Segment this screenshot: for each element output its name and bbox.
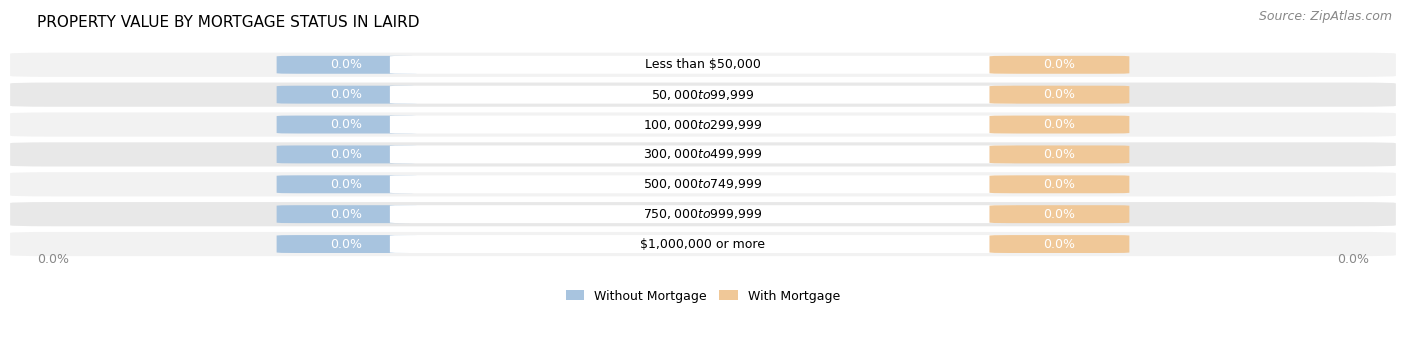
- Text: $1,000,000 or more: $1,000,000 or more: [641, 238, 765, 251]
- Text: 0.0%: 0.0%: [1043, 118, 1076, 131]
- FancyBboxPatch shape: [10, 232, 1396, 256]
- Text: 0.0%: 0.0%: [1043, 178, 1076, 191]
- Text: 0.0%: 0.0%: [1043, 88, 1076, 101]
- FancyBboxPatch shape: [10, 202, 1396, 226]
- Text: $100,000 to $299,999: $100,000 to $299,999: [644, 118, 762, 132]
- FancyBboxPatch shape: [277, 86, 416, 104]
- Text: Source: ZipAtlas.com: Source: ZipAtlas.com: [1258, 10, 1392, 23]
- Text: 0.0%: 0.0%: [37, 253, 69, 266]
- FancyBboxPatch shape: [277, 235, 416, 253]
- Legend: Without Mortgage, With Mortgage: Without Mortgage, With Mortgage: [565, 290, 841, 302]
- Text: 0.0%: 0.0%: [330, 208, 363, 221]
- Text: 0.0%: 0.0%: [1043, 208, 1076, 221]
- FancyBboxPatch shape: [389, 86, 1017, 104]
- Text: $300,000 to $499,999: $300,000 to $499,999: [644, 147, 762, 161]
- FancyBboxPatch shape: [389, 116, 1017, 133]
- FancyBboxPatch shape: [277, 56, 416, 74]
- Text: 0.0%: 0.0%: [1043, 58, 1076, 71]
- Text: $500,000 to $749,999: $500,000 to $749,999: [644, 177, 762, 191]
- FancyBboxPatch shape: [277, 116, 416, 133]
- Text: 0.0%: 0.0%: [330, 58, 363, 71]
- Text: 0.0%: 0.0%: [330, 238, 363, 251]
- Text: 0.0%: 0.0%: [330, 118, 363, 131]
- FancyBboxPatch shape: [10, 83, 1396, 107]
- FancyBboxPatch shape: [389, 205, 1017, 223]
- FancyBboxPatch shape: [10, 172, 1396, 196]
- FancyBboxPatch shape: [10, 113, 1396, 137]
- FancyBboxPatch shape: [990, 235, 1129, 253]
- Text: 0.0%: 0.0%: [1337, 253, 1369, 266]
- FancyBboxPatch shape: [990, 116, 1129, 133]
- Text: Less than $50,000: Less than $50,000: [645, 58, 761, 71]
- FancyBboxPatch shape: [990, 56, 1129, 74]
- FancyBboxPatch shape: [389, 56, 1017, 74]
- FancyBboxPatch shape: [10, 53, 1396, 77]
- FancyBboxPatch shape: [990, 86, 1129, 104]
- Text: 0.0%: 0.0%: [1043, 238, 1076, 251]
- FancyBboxPatch shape: [10, 142, 1396, 166]
- FancyBboxPatch shape: [990, 175, 1129, 193]
- FancyBboxPatch shape: [990, 205, 1129, 223]
- FancyBboxPatch shape: [389, 175, 1017, 193]
- FancyBboxPatch shape: [389, 146, 1017, 163]
- FancyBboxPatch shape: [277, 146, 416, 163]
- FancyBboxPatch shape: [389, 235, 1017, 253]
- FancyBboxPatch shape: [277, 205, 416, 223]
- Text: PROPERTY VALUE BY MORTGAGE STATUS IN LAIRD: PROPERTY VALUE BY MORTGAGE STATUS IN LAI…: [37, 15, 419, 30]
- Text: $750,000 to $999,999: $750,000 to $999,999: [644, 207, 762, 221]
- Text: 0.0%: 0.0%: [330, 148, 363, 161]
- Text: $50,000 to $99,999: $50,000 to $99,999: [651, 88, 755, 102]
- Text: 0.0%: 0.0%: [1043, 148, 1076, 161]
- FancyBboxPatch shape: [990, 146, 1129, 163]
- FancyBboxPatch shape: [277, 175, 416, 193]
- Text: 0.0%: 0.0%: [330, 88, 363, 101]
- Text: 0.0%: 0.0%: [330, 178, 363, 191]
